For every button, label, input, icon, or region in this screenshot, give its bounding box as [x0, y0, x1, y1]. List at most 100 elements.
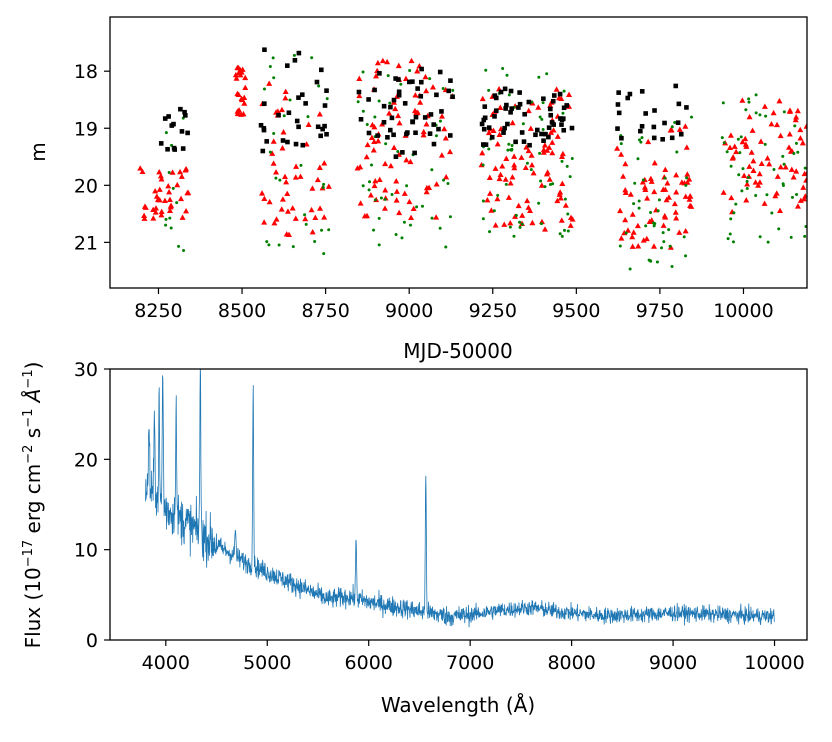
lc-point-1-5-39: [747, 100, 751, 104]
lc-point-1-4-27: [618, 244, 622, 248]
lc-point-0-6-20: [748, 149, 755, 155]
lc-point-0-0-6: [177, 168, 184, 175]
lc-point-0-2-0: [312, 214, 319, 220]
lc-point-0-2-12: [270, 160, 277, 166]
lc-point-0-3-67: [422, 73, 429, 80]
lc-point-2-2-17: [419, 66, 424, 72]
lc-point-1-2-14: [373, 198, 377, 202]
y-label-part1: Flux (10: [21, 567, 45, 648]
lc-point-0-3-64: [411, 107, 418, 114]
lc-point-2-1-7: [264, 139, 269, 144]
lc-point-1-4-13: [675, 150, 679, 154]
lc-point-2-2-42: [448, 78, 453, 83]
lc-point-0-6-11: [777, 164, 784, 170]
lc-point-1-3-36: [487, 147, 491, 151]
lc-point-0-6-64: [777, 132, 784, 139]
lc-point-0-5-43: [629, 211, 636, 217]
lc-point-2-4-2: [651, 135, 657, 141]
lc-point-2-2-46: [405, 130, 410, 135]
lc-point-0-5-59: [646, 218, 653, 225]
lc-point-2-4-17: [638, 128, 643, 134]
lc-point-0-6-24: [797, 135, 804, 141]
lc-point-0-0-22: [156, 197, 163, 203]
lc-point-2-1-28: [296, 50, 302, 56]
lc-point-0-3-31: [364, 141, 371, 148]
lc-point-1-3-50: [487, 88, 491, 92]
lc-point-1-1-2: [322, 182, 326, 186]
lc-point-1-4-34: [641, 178, 645, 182]
lc-point-1-3-46: [492, 209, 496, 213]
lc-point-1-2-24: [420, 204, 424, 208]
lc-point-0-6-63: [729, 155, 736, 161]
lc-point-2-2-29: [413, 130, 418, 136]
lc-point-1-4-28: [653, 222, 657, 226]
lc-point-1-0-0: [164, 217, 168, 221]
lc-point-1-3-11: [506, 148, 510, 152]
lc-point-1-5-22: [789, 235, 793, 239]
lc-point-2-3-46: [546, 134, 551, 140]
lc-point-0-4-39: [492, 165, 499, 171]
lc-point-0-3-35: [368, 134, 375, 140]
lc-xtick-label-10000: 10000: [713, 300, 773, 322]
lc-point-0-5-27: [682, 227, 689, 234]
lc-point-1-5-37: [745, 179, 749, 183]
lc-point-0-5-21: [688, 203, 695, 209]
lc-point-0-6-22: [761, 103, 768, 109]
lc-point-0-5-55: [647, 175, 654, 181]
light-curve-points: [137, 47, 807, 271]
lc-point-0-6-16: [750, 167, 757, 173]
lc-point-2-2-20: [387, 127, 393, 133]
lc-point-1-5-11: [734, 202, 738, 206]
lc-point-1-3-1: [508, 225, 512, 229]
lc-point-1-5-15: [747, 97, 751, 101]
lc-point-0-6-18: [776, 97, 783, 104]
lc-point-0-0-5: [152, 187, 159, 194]
lc-point-0-6-46: [786, 108, 793, 114]
lc-xtick-label-9250: 9250: [469, 300, 517, 322]
lc-point-2-2-15: [427, 131, 433, 136]
lc-point-2-1-16: [322, 103, 328, 108]
lc-point-2-1-24: [303, 101, 308, 106]
lc-point-0-4-43: [505, 194, 512, 200]
lc-point-2-3-51: [560, 116, 566, 121]
lc-point-2-3-10: [561, 105, 567, 111]
lc-point-0-3-33: [406, 198, 413, 205]
lc-point-0-0-2: [166, 196, 173, 203]
lc-point-1-3-35: [561, 111, 565, 115]
lc-point-2-3-27: [521, 139, 527, 144]
lc-point-0-2-28: [266, 80, 273, 86]
lc-point-0-4-48: [535, 104, 542, 110]
light-curve-y-axis-label: m: [26, 142, 50, 161]
lc-point-1-3-39: [501, 67, 505, 71]
y-label-part3: s: [21, 428, 45, 445]
lc-point-2-1-11: [318, 133, 323, 139]
lc-point-1-2-17: [386, 74, 390, 78]
y-label-sup3: −1: [21, 409, 36, 428]
lc-point-0-3-25: [442, 135, 449, 141]
lc-point-0-6-36: [727, 132, 734, 138]
lc-point-0-6-40: [750, 157, 757, 164]
lc-point-0-5-35: [672, 209, 679, 215]
lc-point-0-2-24: [292, 174, 299, 180]
lc-point-1-5-17: [758, 235, 762, 239]
lc-point-0-3-23: [381, 205, 388, 211]
lc-point-2-1-0: [296, 95, 301, 100]
lc-point-2-2-26: [450, 94, 455, 100]
lc-point-1-2-7: [388, 101, 392, 105]
lc-point-1-1-15: [268, 64, 272, 68]
lc-point-0-4-16: [525, 107, 532, 114]
lc-point-0-5-57: [635, 243, 642, 249]
lc-point-2-3-35: [551, 93, 557, 98]
lc-point-0-6-48: [797, 197, 804, 203]
lc-point-0-5-30: [665, 194, 672, 200]
lc-point-0-5-1: [671, 200, 678, 207]
lc-point-0-4-72: [550, 127, 557, 133]
lc-point-0-4-38: [502, 176, 509, 182]
lc-point-0-3-61: [439, 113, 446, 119]
lc-point-1-5-13: [777, 227, 781, 231]
lc-point-0-4-73: [549, 139, 556, 145]
lc-point-1-4-38: [639, 140, 643, 144]
lc-point-0-3-52: [396, 209, 403, 216]
lc-point-0-4-51: [541, 142, 548, 148]
lc-point-0-3-81: [384, 58, 391, 65]
